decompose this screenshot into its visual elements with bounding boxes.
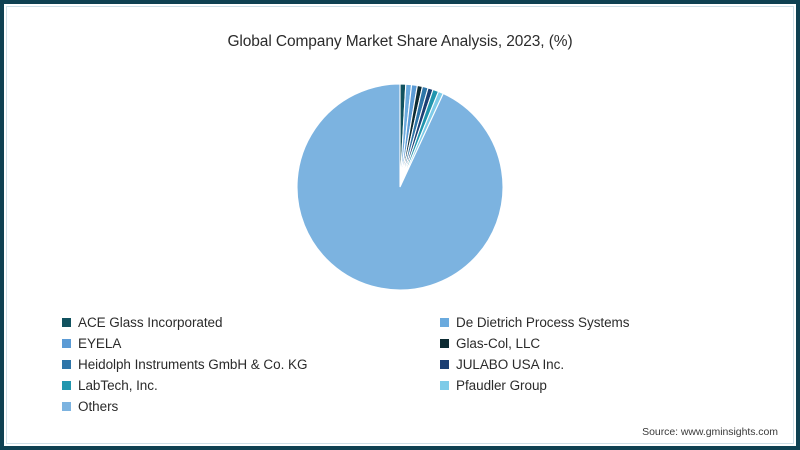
legend-item-label: LabTech, Inc. xyxy=(78,377,158,393)
legend-swatch-icon xyxy=(440,318,449,327)
legend-item-label: Others xyxy=(78,398,119,414)
legend-swatch-icon xyxy=(62,339,71,348)
legend-swatch-icon xyxy=(440,381,449,390)
legend-spacer xyxy=(437,396,742,417)
legend-item-label: Pfaudler Group xyxy=(456,377,547,393)
legend-item-others[interactable]: Others xyxy=(62,396,437,417)
legend-item-label: EYELA xyxy=(78,335,122,351)
legend-item-label: Heidolph Instruments GmbH & Co. KG xyxy=(78,356,308,372)
chart-title: Global Company Market Share Analysis, 20… xyxy=(227,33,573,50)
legend-swatch-icon xyxy=(62,381,71,390)
source-attribution: Source: www.gminsights.com xyxy=(642,426,778,438)
legend-item-ace-glass-incorporated[interactable]: ACE Glass Incorporated xyxy=(62,312,437,333)
legend-item-label: De Dietrich Process Systems xyxy=(456,314,630,330)
legend-item-heidolph-instruments[interactable]: Heidolph Instruments GmbH & Co. KG xyxy=(62,354,437,375)
legend-item-labtech-inc[interactable]: LabTech, Inc. xyxy=(62,375,437,396)
legend-item-julabo-usa-inc[interactable]: JULABO USA Inc. xyxy=(437,354,742,375)
pie-chart-svg xyxy=(296,83,504,291)
legend-item-pfaudler-group[interactable]: Pfaudler Group xyxy=(437,375,742,396)
legend-swatch-icon xyxy=(62,402,71,411)
legend-swatch-icon xyxy=(62,360,71,369)
legend-swatch-icon xyxy=(62,318,71,327)
pie-slice[interactable] xyxy=(296,83,504,291)
pie-chart xyxy=(288,74,512,300)
legend-item-glas-col-llc[interactable]: Glas-Col, LLC xyxy=(437,333,742,354)
chart-legend: ACE Glass Incorporated De Dietrich Proce… xyxy=(62,312,742,417)
legend-swatch-icon xyxy=(440,360,449,369)
legend-item-de-dietrich-process-systems[interactable]: De Dietrich Process Systems xyxy=(437,312,742,333)
legend-item-eyela[interactable]: EYELA xyxy=(62,333,437,354)
legend-item-label: ACE Glass Incorporated xyxy=(78,314,223,330)
legend-item-label: JULABO USA Inc. xyxy=(456,356,565,372)
pie-slice-group xyxy=(296,83,504,291)
legend-item-label: Glas-Col, LLC xyxy=(456,335,541,351)
legend-swatch-icon xyxy=(440,339,449,348)
